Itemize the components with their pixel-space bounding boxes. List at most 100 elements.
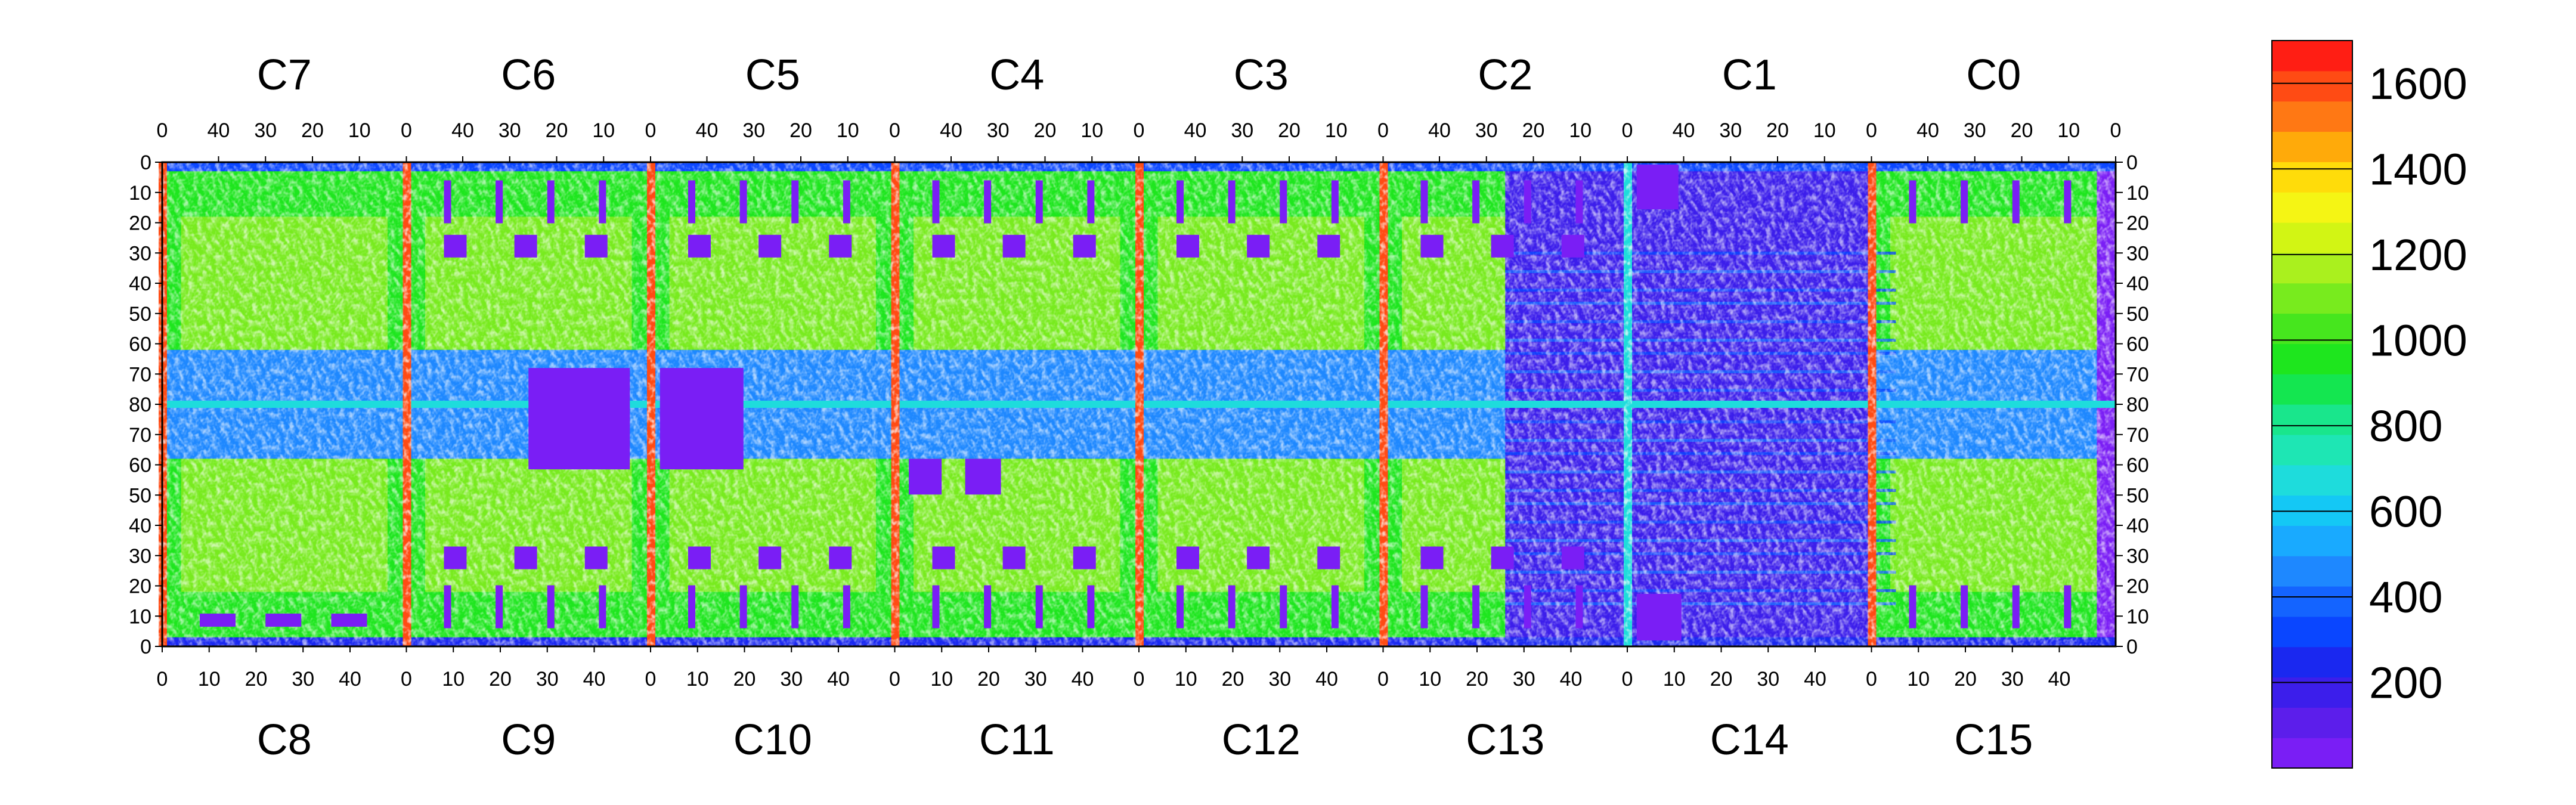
col-tick-label-top: 20	[1766, 119, 1789, 142]
heatmap-plot-area	[159, 162, 2117, 649]
large-block	[660, 368, 744, 470]
pad-top	[1561, 234, 1584, 258]
chip-label-top: C1	[1722, 51, 1777, 99]
pin-bottom	[843, 585, 850, 628]
pad-bar	[265, 614, 302, 627]
colorbar-level	[2272, 70, 2352, 102]
pin-top	[984, 180, 992, 224]
pad-bottom	[1317, 546, 1340, 569]
row-tick-label-right: 40	[2126, 273, 2149, 295]
col-tick-label-top: 40	[451, 119, 474, 142]
colorbar-level	[2272, 556, 2352, 587]
col-tick-label-bottom: 20	[1710, 668, 1733, 691]
col-tick-label-bottom: 40	[1315, 668, 1338, 691]
chip-label-top: C7	[257, 51, 312, 99]
pin-top	[2012, 180, 2020, 224]
chip-label-top: C6	[501, 51, 556, 99]
col-tick-label-top: 20	[301, 119, 324, 142]
pad-block	[909, 459, 942, 495]
colorbar-level	[2272, 101, 2352, 132]
chip-label-bottom: C8	[257, 716, 312, 764]
pad-bottom	[1420, 546, 1444, 569]
boundary-texture	[1379, 162, 1388, 646]
pin-bottom	[1575, 585, 1583, 628]
colorbar-tick-label: 400	[2369, 572, 2442, 622]
pad-top	[932, 234, 955, 258]
colorbar-level	[2272, 374, 2352, 405]
pin-bottom	[2064, 585, 2072, 628]
colorbar-level	[2272, 616, 2352, 648]
pin-top	[843, 180, 850, 224]
col-tick-label-bottom: 20	[1466, 668, 1488, 691]
col-tick-label-top: 0	[645, 119, 657, 142]
pad-top	[829, 234, 852, 258]
col-tick-label-bottom: 0	[157, 668, 168, 691]
colorbar-tick-label: 1000	[2369, 315, 2467, 365]
colorbar-tick-label: 1400	[2369, 144, 2467, 194]
pin-bottom	[1280, 585, 1287, 628]
col-tick-label-bottom: 40	[1804, 668, 1826, 691]
col-tick-label-bottom: 10	[930, 668, 953, 691]
row-tick-label-left: 70	[129, 424, 151, 447]
col-tick-label-bottom: 10	[198, 668, 221, 691]
pad-bar	[200, 614, 236, 627]
chip-label-top: C5	[745, 51, 800, 99]
col-tick-label-top: 10	[1080, 119, 1103, 142]
row-tick-label-right: 50	[2126, 303, 2149, 326]
pad-top	[584, 234, 608, 258]
col-tick-label-bottom: 20	[245, 668, 268, 691]
pin-top	[1472, 180, 1480, 224]
col-tick-label-top: 30	[1964, 119, 1986, 142]
pin-top	[1280, 180, 1287, 224]
row-tick-label-left: 30	[129, 242, 151, 265]
pin-bottom	[1909, 585, 1916, 628]
colorbar-level	[2272, 586, 2352, 617]
row-tick-label-right: 20	[2126, 575, 2149, 598]
row-tick-label-left: 20	[129, 575, 151, 598]
col-tick-label-bottom: 0	[1377, 668, 1389, 691]
pad-bottom	[758, 546, 782, 569]
col-tick-label-top: 40	[1184, 119, 1207, 142]
row-tick-label-right: 60	[2126, 333, 2149, 356]
chip-label-bottom: C13	[1466, 716, 1544, 764]
col-tick-label-top: 30	[254, 119, 277, 142]
colorbar-level	[2272, 162, 2352, 193]
col-tick-label-bottom: 10	[686, 668, 709, 691]
pad-bar	[331, 614, 367, 627]
pad-block	[1636, 165, 1679, 209]
colorbar-level	[2272, 707, 2352, 738]
row-tick-label-right: 20	[2126, 212, 2149, 235]
pin-bottom	[932, 585, 940, 628]
chip-label-top: C3	[1234, 51, 1289, 99]
col-tick-label-top: 30	[1231, 119, 1253, 142]
colorbar-level	[2272, 738, 2352, 769]
pin-bottom	[1420, 585, 1428, 628]
colorbar-level	[2272, 343, 2352, 374]
pin-bottom	[791, 585, 799, 628]
boundary-texture	[1868, 162, 1877, 646]
col-tick-label-top: 0	[1866, 119, 1877, 142]
colorbar-level	[2272, 495, 2352, 526]
boundary-texture	[1135, 162, 1144, 646]
pad-top	[514, 234, 537, 258]
row-tick-label-right: 60	[2126, 454, 2149, 477]
row-tick-label-right: 70	[2126, 363, 2149, 386]
col-tick-label-top: 10	[2057, 119, 2080, 142]
col-tick-label-bottom: 0	[401, 668, 412, 691]
col-tick-label-top: 30	[499, 119, 521, 142]
chip-label-bottom: C11	[979, 716, 1055, 764]
pin-bottom	[984, 585, 992, 628]
col-tick-label-bottom: 30	[780, 668, 803, 691]
col-tick-label-bottom: 20	[489, 668, 512, 691]
pin-top	[547, 180, 555, 224]
col-tick-label-top: 0	[1622, 119, 1633, 142]
large-block	[528, 368, 630, 470]
col-tick-label-bottom: 40	[2048, 668, 2071, 691]
row-tick-label-left: 10	[129, 605, 151, 628]
row-tick-label-right: 50	[2126, 484, 2149, 507]
pad-block	[1636, 594, 1682, 640]
colorbar-level	[2272, 677, 2352, 708]
colorbar-frame	[2271, 40, 2353, 769]
col-tick-label-top: 20	[1034, 119, 1057, 142]
col-tick-label-top: 20	[1278, 119, 1301, 142]
